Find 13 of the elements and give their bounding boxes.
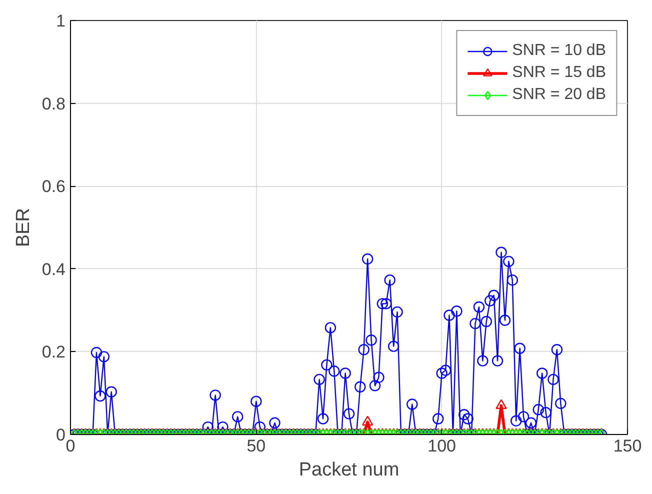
legend-label: SNR = 20 dB <box>512 86 606 104</box>
y-axis-title: BER <box>12 208 34 248</box>
y-tick-label: 0.4 <box>42 260 66 279</box>
legend-label: SNR = 15 dB <box>512 64 606 82</box>
y-tick-label: 1 <box>56 12 66 30</box>
x-axis-title: Packet num <box>298 460 400 480</box>
y-tick-label: 0.8 <box>42 94 66 114</box>
legend-label: SNR = 10 dB <box>512 42 606 60</box>
x-tick-label: 150 <box>613 436 642 456</box>
x-tick-label: 50 <box>246 436 266 456</box>
x-tick-label: 100 <box>428 436 456 456</box>
y-tick-label: 0.6 <box>42 177 66 196</box>
y-tick-label: 0.2 <box>42 342 66 362</box>
